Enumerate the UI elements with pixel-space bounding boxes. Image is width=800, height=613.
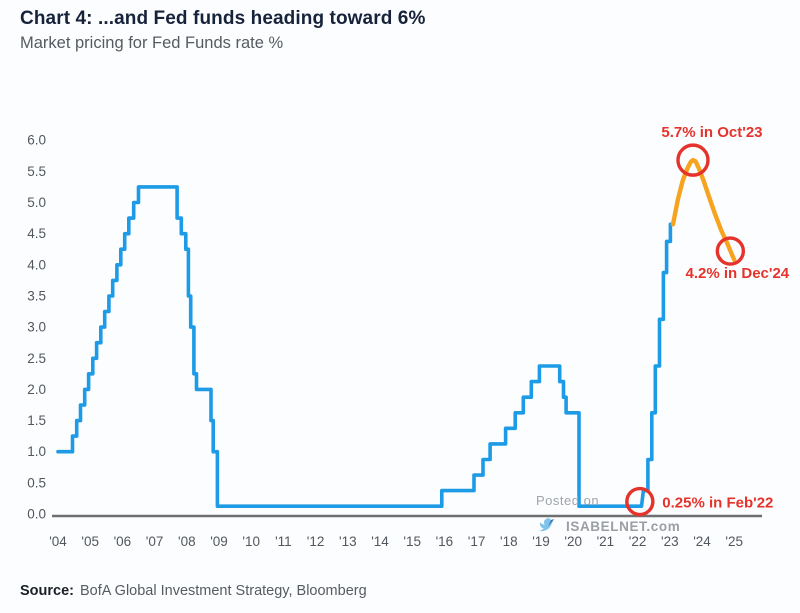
x-tick-label: '09 (210, 534, 228, 549)
y-tick-label: 1.5 (27, 413, 46, 428)
watermark-posted-on: Posted on (536, 493, 600, 508)
x-tick-label: '16 (436, 534, 454, 549)
chart-series-lines (56, 157, 737, 509)
source-label: Source: (20, 583, 74, 599)
actual-rate-line (56, 185, 675, 509)
y-tick-label: 3.5 (27, 288, 46, 303)
x-tick-label: '22 (629, 534, 647, 549)
market-pricing-line (670, 157, 737, 262)
page-subtitle: Market pricing for Fed Funds rate % (20, 34, 284, 52)
y-tick-label: 2.0 (27, 382, 46, 397)
y-tick-label: 0.0 (27, 507, 46, 522)
y-tick-label: 0.5 (27, 475, 46, 490)
x-tick-label: '12 (307, 534, 325, 549)
x-tick-label: '18 (500, 534, 518, 549)
x-tick-label: '23 (661, 534, 679, 549)
y-tick-label: 2.5 (27, 351, 46, 366)
annotation-circle (625, 486, 655, 517)
x-tick-label: '10 (242, 534, 260, 549)
x-tick-label: '04 (49, 534, 67, 549)
x-tick-label: '14 (371, 534, 389, 549)
x-tick-label: '11 (275, 534, 292, 549)
page-title: Chart 4: ...and Fed funds heading toward… (20, 8, 426, 29)
y-axis-tick-labels: 6.0 5.5 5.0 4.5 4.0 3.5 3.0 2.5 2.0 1.5 1.0 0.5 0.0 (27, 133, 46, 522)
x-tick-label: '15 (403, 534, 421, 549)
chart-annotations: 5.7% in Oct'23 4.2% in Dec'24 0.25% in Feb… (625, 124, 790, 517)
x-tick-label: '24 (693, 534, 711, 549)
y-tick-label: 1.0 (27, 444, 46, 459)
y-tick-label: 6.0 (27, 133, 46, 148)
annotation-label: 0.25% in Feb'22 (662, 495, 773, 512)
y-tick-label: 5.0 (27, 195, 46, 210)
annotation-label: 4.2% in Dec'24 (686, 265, 790, 282)
x-tick-label: '17 (468, 534, 486, 549)
x-tick-label: '07 (146, 534, 164, 549)
x-tick-label: '19 (532, 534, 550, 549)
annotation-label: 5.7% in Oct'23 (661, 124, 762, 141)
source-text: BofA Global Investment Strategy, Bloombe… (80, 583, 367, 599)
twitter-bird-icon (539, 518, 562, 532)
x-tick-label: '05 (81, 534, 99, 549)
x-tick-label: '20 (564, 534, 582, 549)
y-tick-label: 4.0 (27, 257, 46, 272)
y-tick-label: 4.5 (27, 226, 46, 241)
annotation-circle (715, 236, 746, 266)
y-tick-label: 3.0 (27, 320, 46, 335)
x-tick-label: '13 (339, 534, 357, 549)
x-axis-tick-labels: '04 '05 '06 '07 '08 '09 '10 '11 '12 '13 '14 '15 '16 '… (49, 534, 743, 549)
x-tick-label: '08 (178, 534, 196, 549)
x-tick-label: '25 (725, 534, 743, 549)
x-tick-label: '06 (114, 534, 132, 549)
watermark-isabelnet: ISABELNET.com (566, 519, 681, 534)
source-line: Source: BofA Global Investment Strategy, … (20, 583, 367, 599)
annotation-circle (676, 143, 710, 177)
x-tick-label: '21 (597, 534, 615, 549)
y-tick-label: 5.5 (27, 164, 46, 179)
